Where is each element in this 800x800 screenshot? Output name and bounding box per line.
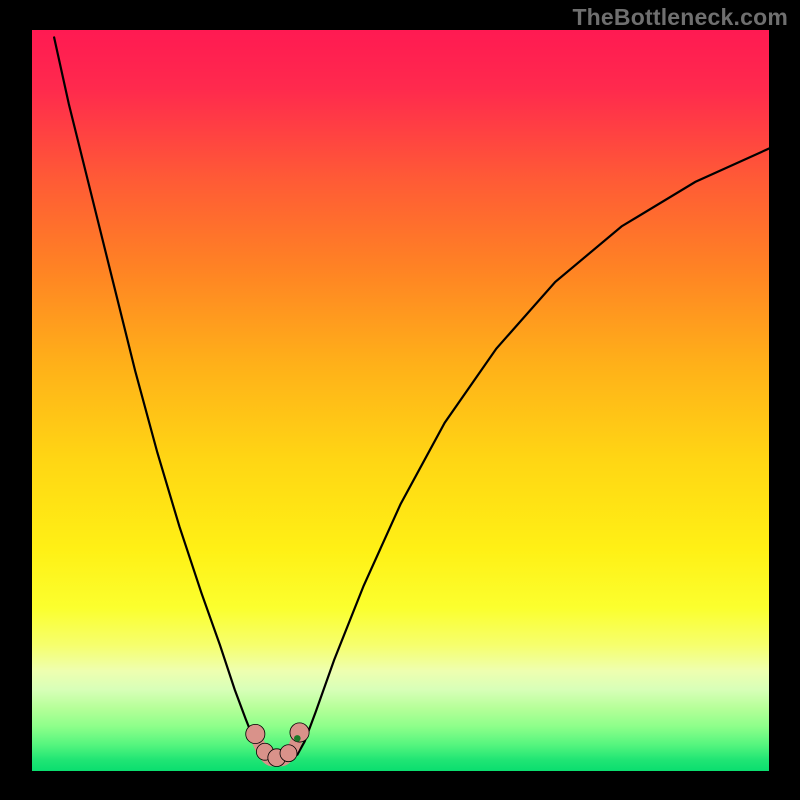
watermark-text: TheBottleneck.com (572, 4, 788, 31)
curve-left-branch (54, 37, 260, 754)
curve-right-branch (297, 149, 769, 755)
